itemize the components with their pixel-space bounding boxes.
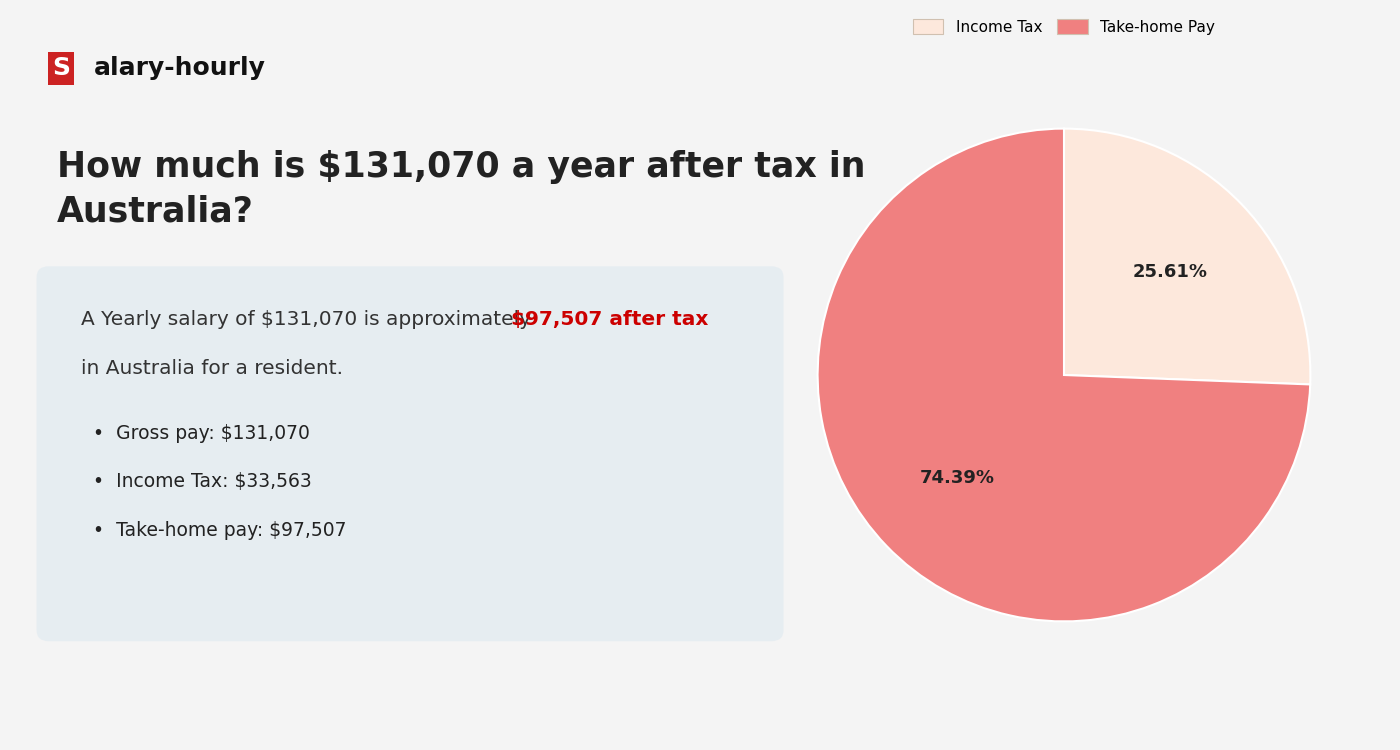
Wedge shape bbox=[818, 128, 1310, 622]
Text: alary-hourly: alary-hourly bbox=[94, 56, 265, 80]
Text: in Australia for a resident.: in Australia for a resident. bbox=[81, 358, 343, 377]
Text: How much is $131,070 a year after tax in
Australia?: How much is $131,070 a year after tax in… bbox=[57, 150, 865, 229]
Text: A Yearly salary of $131,070 is approximately: A Yearly salary of $131,070 is approxima… bbox=[81, 310, 538, 328]
Legend: Income Tax, Take-home Pay: Income Tax, Take-home Pay bbox=[907, 13, 1221, 40]
Text: $97,507 after tax: $97,507 after tax bbox=[511, 310, 708, 328]
Text: •  Gross pay: $131,070: • Gross pay: $131,070 bbox=[94, 424, 311, 442]
FancyBboxPatch shape bbox=[36, 266, 784, 641]
Wedge shape bbox=[1064, 128, 1310, 385]
Text: S: S bbox=[52, 56, 70, 80]
Text: 74.39%: 74.39% bbox=[920, 469, 995, 487]
Text: •  Take-home pay: $97,507: • Take-home pay: $97,507 bbox=[94, 521, 347, 540]
Text: 25.61%: 25.61% bbox=[1133, 263, 1208, 281]
Text: •  Income Tax: $33,563: • Income Tax: $33,563 bbox=[94, 472, 312, 491]
